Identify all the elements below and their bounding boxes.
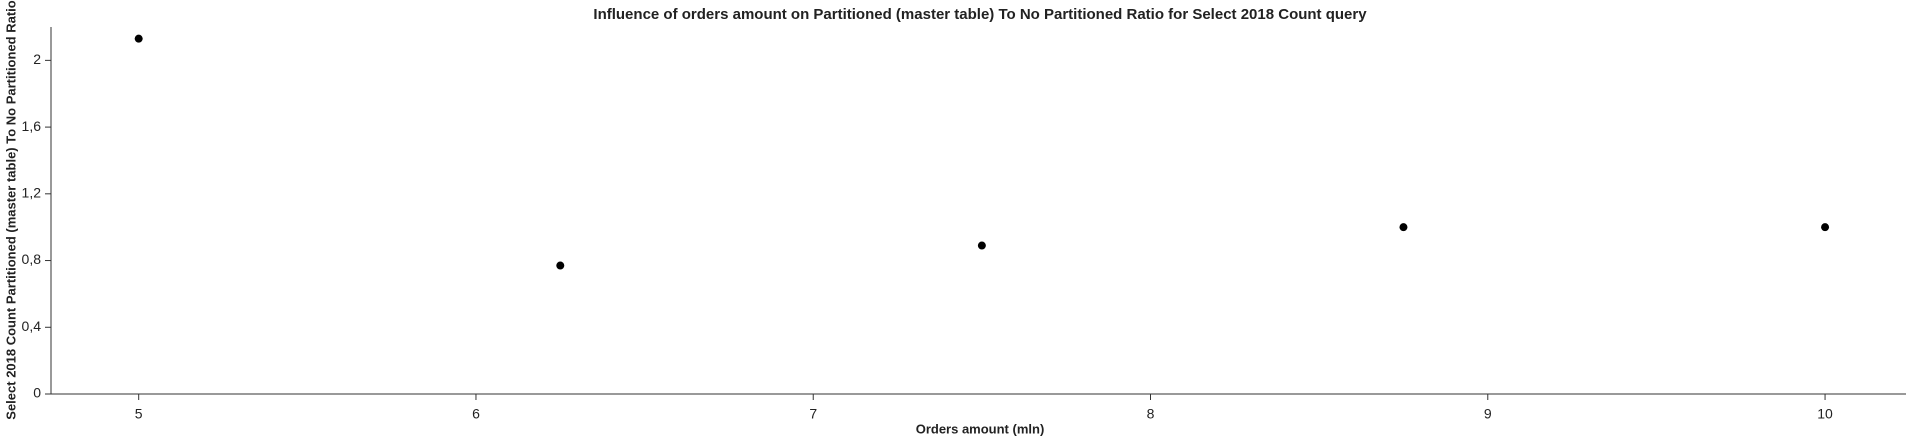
x-tick-label: 6 — [472, 406, 480, 422]
point — [1821, 223, 1830, 232]
y-tick-label: 2 — [33, 51, 41, 67]
y-tick-label: 1,6 — [22, 118, 42, 134]
x-axis-label: Orders amount (mln) — [916, 421, 1045, 436]
point — [1399, 223, 1408, 232]
y-axis-label: Select 2018 Count Partitioned (master ta… — [3, 0, 18, 419]
x-tick-label: 9 — [1484, 406, 1492, 422]
chart-title: Influence of orders amount on Partitione… — [593, 6, 1367, 23]
y-tick-label: 1,2 — [22, 185, 42, 201]
x-tick-label: 7 — [809, 406, 817, 422]
x-tick-label: 5 — [135, 406, 143, 422]
y-tick-label: 0,8 — [22, 251, 42, 267]
x-tick-label: 10 — [1817, 406, 1833, 422]
x-tick-label: 8 — [1147, 406, 1155, 422]
point — [134, 34, 143, 43]
y-tick-label: 0 — [33, 385, 41, 401]
y-tick-label: 0,4 — [22, 318, 42, 334]
point — [977, 241, 986, 250]
point — [556, 261, 565, 270]
